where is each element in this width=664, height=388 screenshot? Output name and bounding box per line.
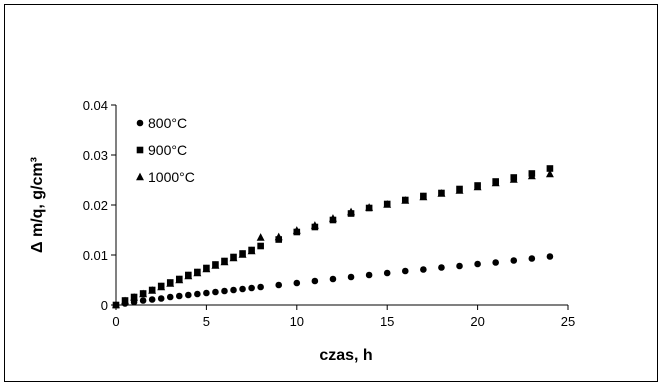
- x-tick-label: 15: [380, 314, 394, 329]
- data-point: [184, 271, 193, 280]
- data-point: [220, 257, 229, 266]
- data-point: [437, 189, 446, 197]
- data-point: [148, 296, 156, 303]
- data-point: [130, 293, 139, 301]
- legend-label: 1000°C: [148, 169, 195, 185]
- data-point: [157, 282, 166, 291]
- data-point: [175, 275, 184, 284]
- data-point: [148, 286, 157, 294]
- data-point: [212, 288, 219, 296]
- data-point: [139, 289, 148, 298]
- y-tick-label: 0.01: [83, 248, 108, 263]
- data-point: [247, 246, 256, 255]
- data-point: [491, 178, 500, 187]
- x-tick-label: 10: [290, 314, 304, 329]
- data-point: [365, 203, 374, 211]
- data-point: [229, 253, 238, 262]
- data-point: [248, 284, 255, 292]
- data-point: [546, 165, 554, 172]
- data-point: [239, 285, 246, 293]
- data-point: [528, 255, 536, 262]
- chart-frame: [4, 4, 658, 382]
- data-point: [238, 250, 247, 258]
- data-point: [527, 171, 536, 180]
- data-point: [329, 275, 337, 283]
- y-axis-title: Δ m/q, g/cm³: [29, 157, 46, 253]
- data-point: [175, 292, 183, 300]
- legend-marker: [136, 146, 144, 154]
- legend-marker: [136, 119, 144, 127]
- y-tick-label: 0: [101, 298, 108, 313]
- series-1: [112, 253, 554, 309]
- x-tick-label: 5: [203, 314, 210, 329]
- data-point: [157, 295, 165, 302]
- data-point: [546, 253, 554, 260]
- data-point: [474, 260, 481, 268]
- series-2: [112, 165, 554, 309]
- data-point: [420, 266, 427, 273]
- data-point: [293, 279, 301, 287]
- data-point: [510, 257, 518, 264]
- y-tick-label: 0.02: [83, 198, 108, 213]
- x-axis-label: czas, h: [319, 347, 372, 364]
- data-point: [193, 268, 202, 277]
- y-tick-label: 0.04: [83, 98, 108, 113]
- data-point: [401, 196, 410, 204]
- series-3: [112, 169, 554, 309]
- x-tick-label: 25: [561, 314, 575, 329]
- data-point: [257, 242, 264, 250]
- data-point: [545, 169, 554, 178]
- data-point: [211, 261, 220, 269]
- data-point: [257, 283, 264, 291]
- data-point: [419, 192, 428, 201]
- data-point: [456, 262, 463, 270]
- axes: 0 5 10 15 20 25 0 0.01 0.02 0.03 0.04: [83, 98, 576, 329]
- data-point: [166, 293, 174, 301]
- data-point: [203, 289, 210, 297]
- data-point: [275, 281, 283, 289]
- data-point: [121, 296, 129, 305]
- data-point: [383, 269, 391, 277]
- legend: 800°C 900°C 1000°C: [136, 115, 195, 185]
- y-axis-label: Δ m/q, g/cm³: [29, 157, 46, 253]
- data-point: [221, 287, 228, 295]
- data-point: [383, 200, 392, 208]
- plot-marks: [112, 165, 554, 309]
- data-point: [347, 273, 355, 281]
- data-point: [455, 186, 464, 194]
- y-tick-label: 0.03: [83, 148, 108, 163]
- legend-label: 800°C: [148, 115, 187, 131]
- data-point: [230, 286, 237, 294]
- data-point: [311, 277, 319, 285]
- data-point: [274, 232, 283, 241]
- data-point: [492, 259, 499, 266]
- legend-marker: [136, 172, 144, 181]
- data-point: [112, 300, 120, 309]
- data-point: [256, 233, 265, 241]
- data-point: [202, 264, 211, 273]
- x-tick-label: 20: [470, 314, 484, 329]
- data-point: [185, 291, 192, 299]
- data-point: [365, 271, 373, 279]
- data-point: [401, 267, 409, 275]
- data-point: [347, 207, 355, 216]
- data-point: [292, 226, 301, 234]
- data-point: [194, 290, 201, 298]
- data-point: [329, 214, 337, 222]
- legend-label: 900°C: [148, 142, 187, 158]
- data-point: [310, 221, 319, 229]
- data-point: [473, 182, 482, 191]
- x-tick-label: 0: [112, 314, 119, 329]
- data-point: [509, 175, 518, 183]
- data-point: [166, 279, 175, 287]
- data-point: [438, 264, 445, 271]
- data-point: [139, 297, 147, 304]
